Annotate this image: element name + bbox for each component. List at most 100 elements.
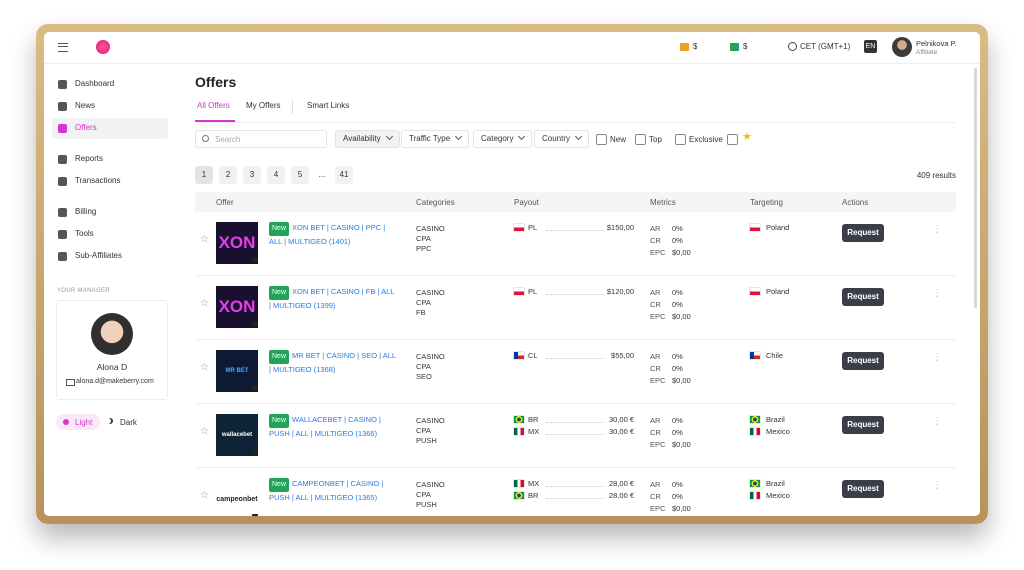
menu-icon[interactable] xyxy=(58,43,68,52)
offer-title-wrap: New WALLACEBET | CASINO | PUSH | ALL | MU… xyxy=(269,414,397,440)
dotted-leader xyxy=(546,294,604,295)
theme-light-bg xyxy=(56,414,100,430)
tab[interactable]: My Offers xyxy=(246,101,281,110)
kebab-menu[interactable]: ⋮ xyxy=(932,416,942,427)
results-count: 409 results xyxy=(916,171,956,180)
mail-icon xyxy=(66,379,75,386)
request-button[interactable]: Request xyxy=(842,288,884,306)
metric-label: EPC xyxy=(650,440,666,449)
kebab-menu[interactable]: ⋮ xyxy=(932,288,942,299)
metric-label: CR xyxy=(650,428,661,437)
metric-label: AR xyxy=(650,224,661,233)
filter-dropdown[interactable]: Country xyxy=(534,130,590,148)
payout-country: BR xyxy=(528,491,539,500)
page-button[interactable]: 1 xyxy=(195,166,213,184)
metric-value: $0,00 xyxy=(672,504,691,513)
checkbox[interactable] xyxy=(675,134,686,145)
category: CASINO xyxy=(416,416,445,425)
flag xyxy=(750,480,760,487)
page-button[interactable]: 41 xyxy=(335,166,353,184)
user-name: Pelnikova P. xyxy=(916,39,957,48)
favorite-star[interactable]: ☆ xyxy=(200,298,209,309)
kebab-menu[interactable]: ⋮ xyxy=(932,224,942,235)
favorite-star[interactable]: ☆ xyxy=(200,362,209,373)
offer-name[interactable]: WALLACEBET | CASINO | PUSH | ALL | MULTI… xyxy=(269,415,381,438)
metric-value: 0% xyxy=(672,236,683,245)
metric-label: CR xyxy=(650,300,661,309)
logo xyxy=(96,40,110,54)
menu-item[interactable]: News xyxy=(75,101,96,110)
category: PPC xyxy=(416,244,432,253)
menu-icon xyxy=(58,230,67,239)
filter-dropdown[interactable]: Availability xyxy=(335,130,400,148)
page-button[interactable]: 3 xyxy=(243,166,261,184)
checkbox[interactable] xyxy=(596,134,607,145)
payout-country: BR xyxy=(528,415,539,424)
page-button[interactable]: 4 xyxy=(267,166,285,184)
balance[interactable]: $ xyxy=(693,42,698,51)
tab[interactable]: Smart Links xyxy=(307,101,350,110)
manager-heading: YOUR MANAGER xyxy=(57,288,110,294)
offer-name[interactable]: XON BET | CASINO | FB | ALL | MULTIGEO (… xyxy=(269,287,395,310)
flag xyxy=(514,416,524,423)
page-button[interactable]: 5 xyxy=(291,166,309,184)
metric-label: AR xyxy=(650,352,661,361)
menu-icon xyxy=(58,208,67,217)
filter-dropdown[interactable]: Category xyxy=(473,130,533,148)
menu-icon xyxy=(58,124,67,133)
menu-item[interactable]: Reports xyxy=(75,154,104,163)
favorite-star[interactable]: ☆ xyxy=(200,426,209,437)
menu-item[interactable]: Billing xyxy=(75,207,97,216)
flag xyxy=(514,428,524,435)
timezone[interactable]: CET (GMT+1) xyxy=(800,42,851,51)
request-button[interactable]: Request xyxy=(842,416,884,434)
metric-value: 0% xyxy=(672,492,683,501)
metric-value: $0,00 xyxy=(672,248,691,257)
category: CPA xyxy=(416,426,431,435)
metric-label: CR xyxy=(650,492,661,501)
theme[interactable]: Dark xyxy=(120,418,137,427)
request-button[interactable]: Request xyxy=(842,352,884,370)
payout-amount: $55,00 xyxy=(611,351,634,360)
kebab-menu[interactable]: ⋮ xyxy=(932,352,942,363)
search-box[interactable] xyxy=(195,130,327,148)
checkbox-label: New xyxy=(610,135,627,144)
user-role: Affiliate xyxy=(916,49,938,56)
metric-label: CR xyxy=(650,236,661,245)
metric-label: CR xyxy=(650,364,661,373)
tab[interactable]: All Offers xyxy=(197,101,230,110)
new-badge: New xyxy=(269,286,290,300)
metric-label: AR xyxy=(650,480,661,489)
offer-name[interactable]: XON BET | CASINO | PPC | ALL | MULTIGEO … xyxy=(269,223,386,246)
category: CPA xyxy=(416,234,431,243)
user-avatar[interactable] xyxy=(892,37,912,57)
theme[interactable]: Light xyxy=(75,418,93,427)
offer-name[interactable]: CAMPEONBET | CASINO | PUSH | ALL | MULTI… xyxy=(269,479,384,502)
page-button[interactable]: ... xyxy=(318,170,326,179)
checkbox-label: Top xyxy=(649,135,662,144)
flag xyxy=(750,224,760,231)
checkbox[interactable] xyxy=(727,134,738,145)
menu-item[interactable]: Sub-Affiliates xyxy=(75,251,122,260)
metric-value: $0,00 xyxy=(672,440,691,449)
category: CASINO xyxy=(416,288,445,297)
favorite-star[interactable]: ☆ xyxy=(200,490,209,501)
favorite-star[interactable]: ☆ xyxy=(200,234,209,245)
payout-country: CL xyxy=(528,351,538,360)
language[interactable]: EN xyxy=(864,40,877,53)
dotted-leader xyxy=(546,498,604,499)
request-button[interactable]: Request xyxy=(842,480,884,498)
page-button[interactable]: 2 xyxy=(219,166,237,184)
checkbox[interactable] xyxy=(635,134,646,145)
menu-item[interactable]: Dashboard xyxy=(75,79,115,88)
menu-item[interactable]: Tools xyxy=(75,229,94,238)
balance[interactable]: $ xyxy=(743,42,748,51)
kebab-menu[interactable]: ⋮ xyxy=(932,480,942,491)
manager-email[interactable]: alona.d@makeberry.com xyxy=(76,378,154,385)
menu-item[interactable]: Transactions xyxy=(75,176,121,185)
request-button[interactable]: Request xyxy=(842,224,884,242)
menu-item[interactable]: Offers xyxy=(75,123,97,132)
offer-name[interactable]: MR BET | CASINO | SEO | ALL | MULTIGEO (… xyxy=(269,351,396,374)
filter-dropdown[interactable]: Traffic Type xyxy=(401,130,470,148)
category: FB xyxy=(416,308,426,317)
